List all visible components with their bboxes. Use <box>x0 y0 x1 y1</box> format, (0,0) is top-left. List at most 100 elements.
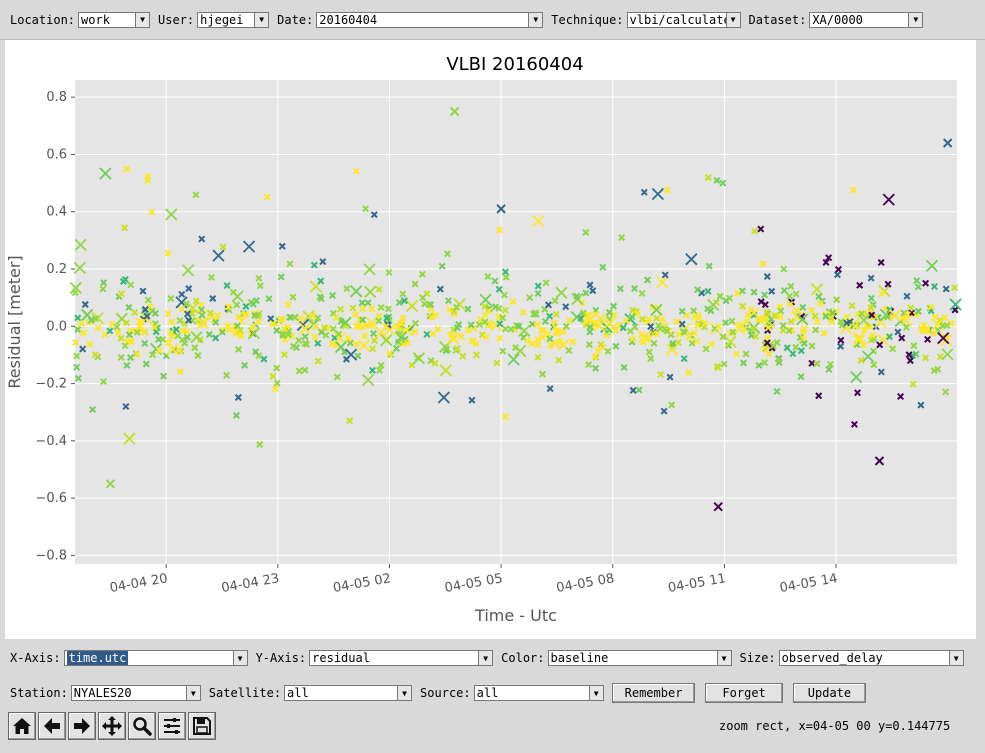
chevron-down-icon[interactable]: ▼ <box>185 686 200 700</box>
data-point <box>761 345 769 353</box>
data-point <box>346 417 354 425</box>
zoom-icon[interactable] <box>128 712 156 740</box>
plot-canvas[interactable]: VLBI 20160404 0.8 0.6 0.4 0.2 0.0 −0.2 −0.4 −0.… <box>5 40 976 639</box>
data-point <box>754 316 762 324</box>
technique-select[interactable]: vlbi/calculate ▼ <box>626 11 741 28</box>
data-point <box>232 411 240 419</box>
data-point <box>796 313 809 326</box>
data-point <box>477 316 485 324</box>
chevron-down-icon[interactable]: ▼ <box>254 12 269 27</box>
data-point <box>903 292 911 300</box>
chevron-down-icon[interactable]: ▼ <box>725 12 740 27</box>
chevron-down-icon[interactable]: ▼ <box>716 651 731 665</box>
data-point <box>808 306 816 314</box>
back-arrow-icon[interactable] <box>38 712 66 740</box>
x-tick-label: 04-05 02 <box>332 571 392 596</box>
data-point <box>496 334 504 342</box>
data-point <box>785 327 793 335</box>
pan-icon[interactable] <box>98 712 126 740</box>
data-point <box>209 294 217 302</box>
home-icon[interactable] <box>8 712 36 740</box>
scatter-chart[interactable]: VLBI 20160404 0.8 0.6 0.4 0.2 0.0 −0.2 −0.4 −0.… <box>5 40 976 639</box>
data-point <box>808 359 816 367</box>
forget-button[interactable]: Forget <box>705 683 783 703</box>
data-point <box>629 386 637 394</box>
data-point <box>711 324 719 333</box>
data-point <box>792 343 800 351</box>
data-point <box>100 279 108 287</box>
chevron-down-icon[interactable]: ▼ <box>528 12 543 27</box>
data-point <box>289 342 297 350</box>
data-point <box>127 281 135 289</box>
update-button[interactable]: Update <box>792 683 867 703</box>
data-point <box>943 321 951 329</box>
data-point <box>775 355 783 363</box>
y-axis-select[interactable]: residual ▼ <box>309 650 494 666</box>
data-point <box>144 173 152 181</box>
data-point <box>603 331 611 339</box>
data-point <box>353 167 361 175</box>
data-point <box>168 318 176 326</box>
chevron-down-icon[interactable]: ▼ <box>478 651 493 665</box>
data-point <box>656 276 669 289</box>
data-point <box>358 323 367 331</box>
data-point <box>690 307 698 315</box>
data-point <box>647 355 655 363</box>
save-icon[interactable] <box>188 712 216 740</box>
x-tick-labels: 04-04 20 04-04 23 04-05 02 04-05 05 04-05 08… <box>109 571 839 596</box>
filter-controls: Station: NYALES20 ▼ Satellite: all ▼ Sou… <box>0 683 985 703</box>
data-point <box>661 271 669 279</box>
color-select[interactable]: baseline ▼ <box>547 650 732 666</box>
data-point <box>500 291 508 299</box>
location-label: Location: <box>10 12 76 27</box>
data-point <box>678 320 686 328</box>
chevron-down-icon[interactable]: ▼ <box>232 651 247 665</box>
data-point <box>843 319 851 327</box>
data-point <box>693 321 701 329</box>
chevron-down-icon[interactable]: ▼ <box>948 651 963 665</box>
data-point <box>675 330 683 338</box>
data-point <box>151 309 159 317</box>
station-select[interactable]: NYALES20 ▼ <box>70 685 201 701</box>
chevron-down-icon[interactable]: ▼ <box>397 686 412 700</box>
location-select[interactable]: work ▼ <box>78 11 151 28</box>
data-point <box>786 292 794 300</box>
source-select[interactable]: all ▼ <box>473 685 604 701</box>
data-point <box>72 338 80 346</box>
user-select[interactable]: hjegei ▼ <box>197 11 270 28</box>
data-point <box>502 325 510 333</box>
chevron-down-icon[interactable]: ▼ <box>135 12 150 27</box>
data-point <box>822 312 830 320</box>
satellite-select[interactable]: all ▼ <box>284 685 413 701</box>
data-point <box>359 305 367 313</box>
date-select[interactable]: 20160404 ▼ <box>316 11 544 28</box>
x-tick-label: 04-05 08 <box>555 571 615 596</box>
data-point <box>256 441 264 449</box>
chevron-down-icon[interactable]: ▼ <box>908 12 923 27</box>
data-point <box>566 317 574 325</box>
data-point <box>223 282 231 290</box>
data-point <box>155 347 163 355</box>
remember-button[interactable]: Remember <box>611 683 696 703</box>
dataset-select[interactable]: XA/0000 ▼ <box>809 11 924 28</box>
data-point <box>534 336 542 344</box>
data-point <box>105 479 116 489</box>
data-point <box>735 321 743 329</box>
data-point <box>870 335 878 343</box>
data-point <box>726 294 734 302</box>
data-point <box>514 344 527 358</box>
data-point <box>236 326 244 334</box>
data-point <box>358 299 366 307</box>
x-axis-select[interactable]: time.utc ▼ <box>63 650 248 666</box>
data-point <box>792 290 800 298</box>
forward-arrow-icon[interactable] <box>68 712 96 740</box>
x-axis-label-ctl: X-Axis: <box>10 651 61 665</box>
technique-label: Technique: <box>551 12 624 27</box>
size-select[interactable]: observed_delay ▼ <box>778 650 964 666</box>
data-point <box>113 323 121 331</box>
chevron-down-icon[interactable]: ▼ <box>588 686 603 700</box>
data-point <box>297 315 305 323</box>
subplots-icon[interactable] <box>158 712 186 740</box>
data-point <box>867 274 875 282</box>
data-point <box>403 339 411 347</box>
